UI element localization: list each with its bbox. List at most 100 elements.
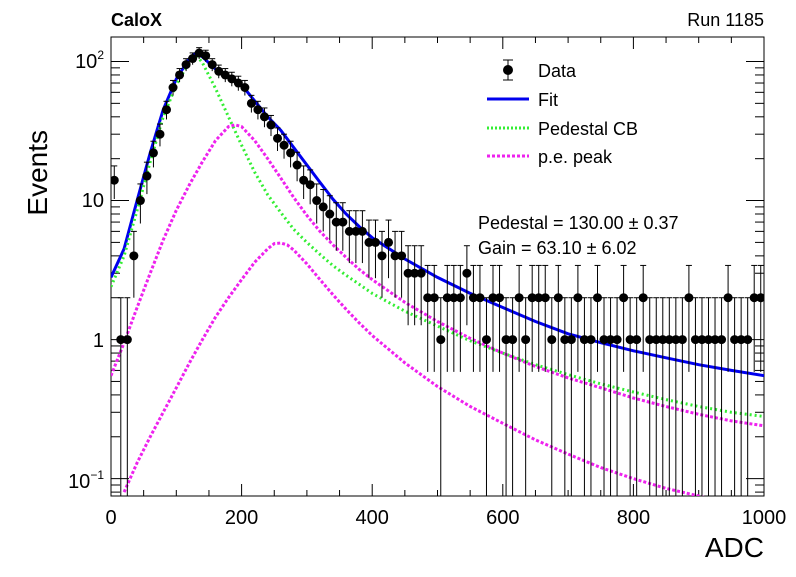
pe-peak-line [111,123,764,428]
legend-label: Pedestal CB [538,119,638,139]
data-point [318,202,328,212]
data-point [671,335,681,345]
legend-item-data: Data [503,59,577,81]
data-point [155,129,165,139]
data-point [684,293,694,303]
data-point [286,148,296,158]
data-point [111,175,119,185]
data-point [677,335,687,345]
data-point [220,70,230,80]
data-point [579,335,589,345]
data-point [351,226,361,236]
data-point [240,82,250,92]
data-point [664,335,674,345]
data-point [279,140,289,150]
data-point [756,293,764,303]
data-point [717,335,727,345]
data-point [651,335,661,345]
axis-ticks [110,37,765,496]
data-point [273,133,283,143]
data-point [625,335,635,345]
data-point [338,217,348,227]
x-axis-label: ADC [705,532,764,563]
data-point [645,335,655,345]
legend-label: Data [538,61,577,81]
data-point [259,112,269,122]
plot-area [111,47,764,496]
data-point [632,335,642,345]
pedestal-cb-line [111,52,764,418]
data-point [481,335,491,345]
x-tick-label: 1000 [742,507,787,529]
data-point [116,335,126,345]
data-point [181,60,191,70]
data-point [560,335,570,345]
y-axis-label: Events [22,130,53,216]
data-point [246,98,256,108]
data-point [573,293,583,303]
data-point [207,60,217,70]
data-point [227,74,237,84]
data-point [188,54,198,64]
y-tick-label: 10−1 [68,468,104,493]
data-point [547,335,557,345]
data-point [449,293,459,303]
data-point [527,293,537,303]
data-point [508,335,518,345]
data-point [703,335,713,345]
legend-item-pe-peak: p.e. peak [487,147,613,167]
data-point [495,293,505,303]
data-point [501,335,511,345]
data-point [429,293,439,303]
x-tick-labels: 0 200 400 600 800 1000 [105,507,786,529]
data-point [638,293,648,303]
data-point [253,105,263,115]
data-point [403,268,413,278]
data-point [488,293,498,303]
data-point [292,160,302,170]
data-point [397,251,407,261]
data-point [325,209,335,219]
data-point [475,293,485,303]
data-point [344,226,354,236]
data-point [606,335,616,345]
data-point [129,251,139,261]
data-point [521,335,531,345]
annotation-gain: Gain = 63.10 ± 6.02 [478,238,637,258]
data-point [233,78,243,88]
legend-item-fit: Fit [487,90,558,110]
data-point [214,66,224,76]
legend: Data Fit Pedestal CB p.e. peak [487,59,638,167]
data-point [331,217,341,227]
y-tick-label: 1 [93,330,104,352]
x-tick-label: 0 [105,507,116,529]
y-tick-labels: 10−1 1 10 102 [68,48,104,493]
data-point [370,237,380,247]
data-point [553,293,563,303]
data-point [658,335,668,345]
data-point [410,268,420,278]
data-point [723,293,733,303]
legend-marker [503,65,513,75]
data-point [599,335,609,345]
x-tick-label: 400 [356,507,389,529]
data-point [162,105,172,115]
data-point [690,335,700,345]
annotation-pedestal: Pedestal = 130.00 ± 0.37 [478,213,679,233]
data-point [266,120,276,130]
data-point [175,70,185,80]
data-point [142,171,152,181]
data-point [357,226,367,236]
y-tick-label: 10 [82,190,104,212]
data-point [305,180,315,190]
data-point [534,293,544,303]
data-point [377,251,387,261]
data-point [697,335,707,345]
legend-label: p.e. peak [538,147,613,167]
data-point [736,335,746,345]
data-point [749,293,759,303]
data-point [201,51,211,61]
data-point [312,196,322,206]
